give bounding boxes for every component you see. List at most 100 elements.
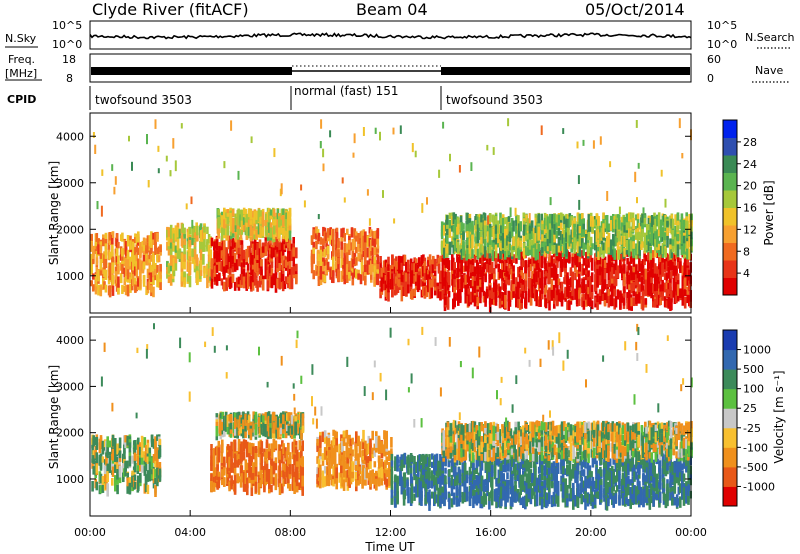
- power-scatter-cell: [393, 279, 397, 286]
- power-scatter-cell: [515, 286, 518, 297]
- power-scatter-cell: [632, 272, 636, 281]
- power-scatter-cell-sparse: [487, 215, 490, 225]
- power-scatter-cell: [550, 268, 554, 278]
- power-scatter-cell: [610, 253, 614, 262]
- power-scatter-cell: [665, 261, 669, 272]
- power-scatter-cell: [355, 246, 358, 254]
- power-scatter-cell: [447, 260, 451, 271]
- power-scatter-cell: [537, 243, 540, 252]
- power-scatter-cell: [258, 244, 262, 253]
- velocity-scatter-cell: [111, 478, 114, 486]
- velocity-scatter-cell: [123, 450, 126, 460]
- power-scatter-cell: [534, 289, 537, 299]
- power-scatter-cell: [210, 262, 214, 270]
- power-scatter-cell: [473, 266, 477, 277]
- power-scatter-cell-sparse: [458, 165, 461, 173]
- power-scatter-cell: [264, 268, 268, 280]
- power-scatter-cell: [290, 280, 294, 290]
- power-scatter-cell: [432, 274, 435, 287]
- power-scatter-cell: [193, 249, 197, 260]
- power-scatter-cell: [585, 252, 588, 263]
- power-scatter-cell: [560, 296, 564, 307]
- power-scatter-cell: [251, 269, 255, 282]
- power-scatter-cell: [150, 272, 153, 282]
- power-scatter-cell: [199, 248, 203, 261]
- power-scatter-cell: [420, 279, 424, 287]
- power-scatter-cell: [178, 229, 182, 239]
- power-scatter-cell-sparse: [92, 132, 95, 138]
- power-scatter-cell: [284, 276, 288, 285]
- power-scatter-cell: [253, 216, 257, 229]
- power-scatter-cell: [370, 240, 373, 250]
- power-scatter-cell: [630, 271, 633, 279]
- power-scatter-cell: [539, 290, 542, 299]
- power-scatter-cell: [364, 242, 367, 255]
- power-scatter-cell: [134, 277, 137, 289]
- power-scatter-cell: [226, 216, 230, 225]
- power-scatter-cell-sparse: [470, 162, 473, 171]
- power-scatter-cell: [444, 296, 448, 305]
- power-scatter-cell: [237, 258, 241, 265]
- power-scatter-cell: [357, 252, 360, 262]
- power-scatter-cell: [680, 231, 684, 242]
- power-scatter-cell: [376, 238, 380, 249]
- power-scatter-cell: [335, 268, 339, 277]
- power-scatter-cell: [117, 255, 120, 265]
- power-scatter-cell: [659, 272, 662, 282]
- power-scatter-cell: [92, 284, 95, 292]
- power-scatter-cell: [541, 291, 544, 300]
- power-scatter-cell: [517, 266, 520, 278]
- power-scatter-cell: [245, 219, 249, 226]
- power-scatter-cell: [596, 268, 599, 276]
- power-colorbar-segment: [723, 260, 737, 278]
- power-scatter-cell: [652, 300, 655, 308]
- power-scatter-cell: [276, 245, 279, 253]
- power-scatter-cell: [111, 231, 115, 238]
- power-scatter-cell: [146, 268, 150, 279]
- power-scatter-cell: [428, 265, 432, 276]
- power-scatter-cell: [457, 279, 460, 289]
- power-scatter-cell: [641, 290, 645, 298]
- power-scatter-cell: [317, 232, 321, 242]
- power-scatter-cell: [97, 238, 100, 250]
- power-scatter-cell: [159, 245, 162, 253]
- power-scatter-cell: [610, 294, 614, 307]
- power-scatter-cell-sparse: [509, 207, 512, 218]
- power-scatter-cell: [288, 250, 292, 262]
- power-scatter-cell: [250, 260, 253, 271]
- power-scatter-cell: [632, 265, 636, 277]
- power-scatter-cell: [150, 237, 153, 248]
- noise-sky-label: N.Sky: [5, 32, 37, 45]
- power-scatter-cell: [679, 264, 682, 271]
- power-scatter-cell: [636, 270, 640, 282]
- power-scatter-cell: [329, 235, 332, 244]
- power-scatter-cell: [250, 275, 253, 284]
- power-scatter-cell: [534, 278, 537, 286]
- power-scatter-cell: [557, 214, 561, 226]
- power-scatter-cell: [510, 280, 513, 291]
- power-scatter-cell-sparse: [341, 177, 344, 184]
- power-scatter-cell: [353, 228, 357, 235]
- power-scatter-cell-sparse: [442, 121, 445, 129]
- power-scatter-cell: [575, 279, 579, 288]
- power-scatter-cell: [512, 273, 515, 285]
- power-scatter-cell: [537, 252, 541, 263]
- power-scatter-cell: [264, 246, 268, 256]
- power-scatter-cell: [329, 227, 332, 238]
- power-scatter-cell: [400, 262, 404, 270]
- power-scatter-cell: [193, 242, 197, 251]
- power-scatter-cell: [269, 264, 272, 274]
- power-scatter-cell: [464, 274, 467, 287]
- power-scatter-cell: [269, 271, 272, 282]
- power-scatter-cell-sparse: [366, 189, 369, 196]
- power-scatter-cell: [444, 257, 448, 268]
- power-scatter-cell: [395, 283, 398, 295]
- power-scatter-cell: [178, 248, 182, 259]
- power-scatter-cell: [574, 272, 577, 281]
- power-scatter-cell: [225, 279, 228, 291]
- power-colorbar-tick-label: 20: [743, 180, 757, 193]
- power-scatter-cell: [166, 241, 169, 251]
- power-scatter-cell: [664, 248, 667, 258]
- power-scatter-cell: [518, 273, 522, 283]
